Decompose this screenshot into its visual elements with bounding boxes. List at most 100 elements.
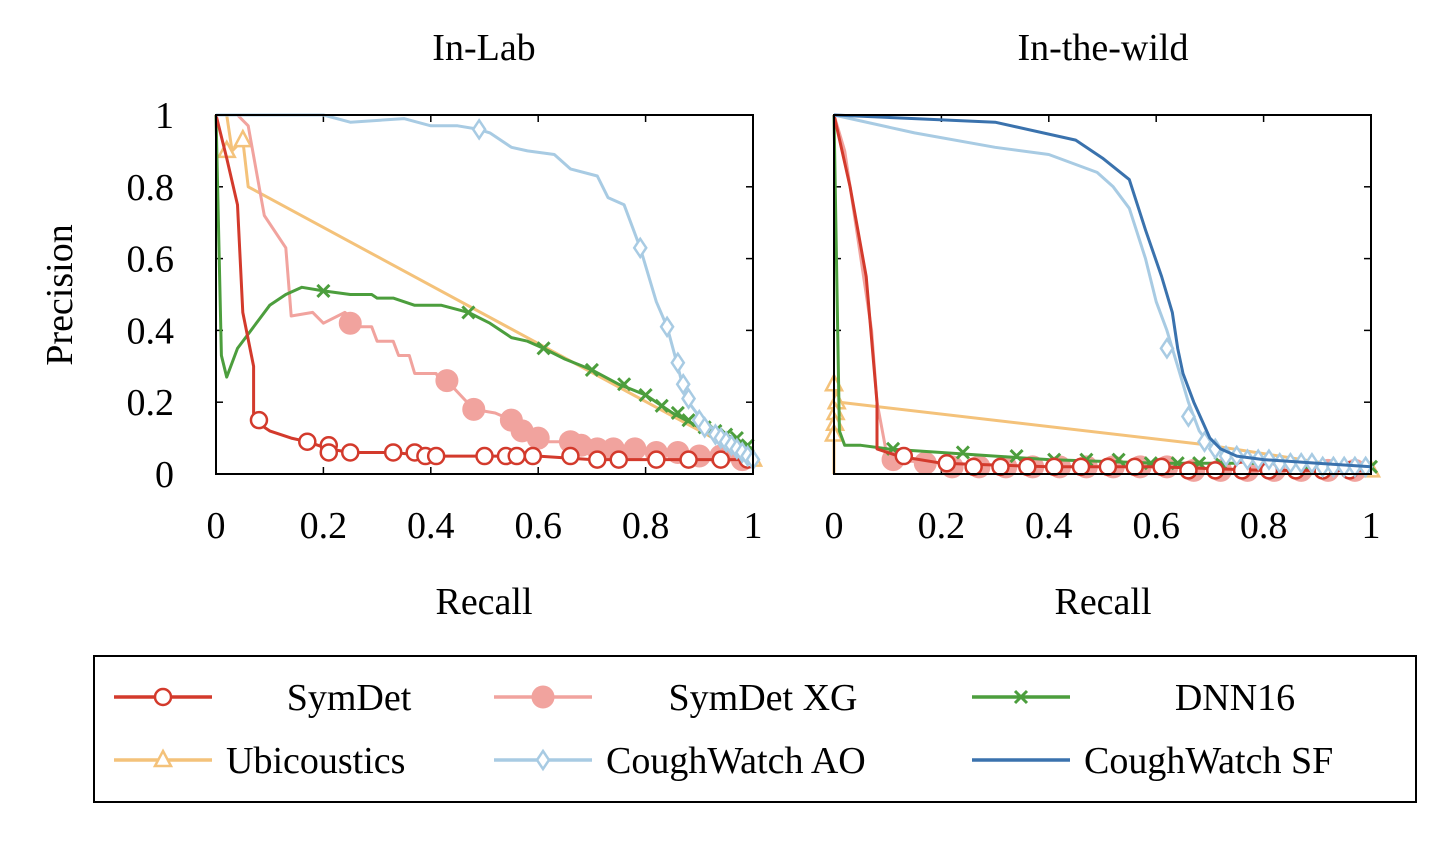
legend-swatch-marker	[152, 748, 174, 768]
plot-frame	[215, 114, 754, 475]
x-tick-label: 0.2	[918, 505, 966, 547]
x-tick-label: 0.8	[622, 505, 670, 547]
marker-dnn16	[681, 413, 696, 428]
legend-label: DNN16	[1175, 677, 1295, 719]
series-line-dnn16	[214, 114, 754, 451]
marker-symdet	[319, 443, 339, 462]
marker-coughwatch_ao	[471, 118, 487, 141]
marker-symdet	[964, 457, 983, 477]
marker-dnn16	[316, 283, 331, 298]
x-tick-label: 0.6	[1132, 505, 1180, 547]
legend-item-ubicoustics: Ubicoustics	[114, 740, 405, 782]
marker-symdet	[711, 450, 731, 469]
marker-symdet	[341, 443, 360, 462]
series-dnn16	[214, 114, 755, 453]
marker-coughwatch_ao	[659, 315, 675, 339]
plot-frame	[833, 114, 1372, 475]
marker-symdet	[561, 446, 580, 466]
marker-dnn16	[1009, 448, 1024, 464]
axis-ticks: 0 0.2 0.4 0.6 0.8 1 0 0.2 0.4 0.6 0.8 1	[127, 95, 763, 547]
y-tick-label: 0.8	[127, 167, 175, 209]
x-tick-label: 0.4	[407, 505, 455, 547]
marker-dnn16	[617, 377, 632, 392]
marker-symdet	[894, 446, 914, 466]
marker-coughwatch_ao	[681, 387, 697, 410]
x-tick-label: 0	[825, 505, 844, 547]
marker-symdet	[1044, 457, 1064, 477]
marker-dnn16	[955, 445, 970, 460]
panel-in-lab: In-Lab Precision Recall 0 0.2 0.4 0.6 0.8 100…	[39, 27, 764, 623]
y-tick-label: 0	[155, 454, 174, 496]
series-line-symdet_xg	[236, 113, 754, 462]
marker-symdet	[523, 446, 543, 466]
marker-symdet	[1098, 457, 1118, 477]
plot-series	[214, 113, 764, 472]
series-coughwatch_ao	[216, 113, 761, 471]
series-coughwatch_sf	[833, 113, 1372, 469]
marker-symdet	[991, 457, 1010, 477]
series-line-coughwatch_ao	[833, 113, 1371, 469]
marker-symdet	[609, 450, 628, 469]
panel-title: In-Lab	[432, 27, 535, 69]
marker-symdet	[1071, 457, 1091, 477]
marker-coughwatch_ao	[697, 416, 713, 439]
legend-item-dnn16: DNN16	[972, 677, 1295, 719]
legend-label: Ubicoustics	[226, 740, 405, 782]
series-symdet	[832, 114, 1371, 480]
legend-label: SymDet XG	[669, 677, 858, 719]
marker-coughwatch_ao	[1159, 337, 1175, 360]
series-line-symdet_xg	[832, 114, 1371, 472]
legend-swatch-marker	[153, 687, 173, 707]
panel-in-the-wild: In-the-wild Recall 0 0.2 0.4 0.6 0.8 1	[823, 27, 1382, 623]
marker-coughwatch_ao	[632, 236, 648, 260]
series-symdet_xg	[832, 114, 1371, 482]
marker-ubicoustics	[232, 128, 253, 148]
marker-symdet	[1018, 457, 1037, 477]
legend-items: SymDet SymDet XG DNN16 Ubicoustics CoughWatc…	[114, 677, 1333, 782]
legend-item-symdet: SymDet	[114, 677, 412, 719]
marker-coughwatch_ao	[1180, 405, 1196, 428]
marker-symdet_xg	[462, 397, 486, 421]
x-tick-label: 0.6	[514, 505, 562, 547]
marker-dnn16	[654, 398, 669, 413]
x-tick-label: 0	[207, 505, 226, 547]
series-line-symdet	[832, 114, 1371, 472]
y-tick-label: 1	[155, 95, 174, 137]
marker-dnn16	[536, 341, 551, 356]
y-tick-label: 0.2	[127, 382, 175, 424]
x-tick-label: 0.2	[300, 505, 348, 547]
series-dnn16	[832, 114, 1379, 474]
legend-swatch-marker	[1013, 689, 1029, 705]
legend-item-coughwatch_sf: CoughWatch SF	[972, 740, 1333, 782]
series-line-dnn16	[832, 114, 1372, 469]
plot-series	[823, 113, 1382, 482]
x-tick-label: 0.8	[1240, 505, 1288, 547]
marker-dnn16	[670, 405, 685, 421]
marker-symdet	[588, 450, 607, 469]
legend-label: CoughWatch AO	[606, 740, 866, 782]
legend-item-symdet_xg: SymDet XG	[494, 677, 857, 719]
marker-symdet_xg	[526, 426, 550, 450]
marker-dnn16	[461, 305, 476, 320]
legend: SymDet SymDet XG DNN16 Ubicoustics CoughWatc…	[93, 655, 1417, 803]
marker-symdet	[507, 446, 526, 466]
marker-symdet	[249, 410, 269, 430]
series-coughwatch_ao	[833, 113, 1374, 479]
x-tick-label: 1	[1362, 505, 1381, 547]
marker-symdet	[647, 450, 666, 469]
marker-symdet	[383, 443, 403, 462]
marker-coughwatch_ao	[670, 351, 686, 374]
x-axis-label: Recall	[1054, 581, 1151, 623]
axis-ticks: 0 0.2 0.4 0.6 0.8 1	[825, 114, 1381, 547]
marker-dnn16	[638, 387, 653, 403]
legend-swatch-marker	[531, 685, 555, 709]
x-tick-label: 1	[744, 505, 763, 547]
marker-symdet	[1152, 457, 1171, 477]
marker-symdet	[426, 446, 446, 466]
marker-symdet	[1206, 461, 1225, 480]
marker-symdet	[937, 453, 957, 473]
marker-coughwatch_ao	[675, 372, 691, 396]
marker-symdet	[1125, 457, 1144, 477]
y-tick-label: 0.4	[127, 310, 175, 352]
